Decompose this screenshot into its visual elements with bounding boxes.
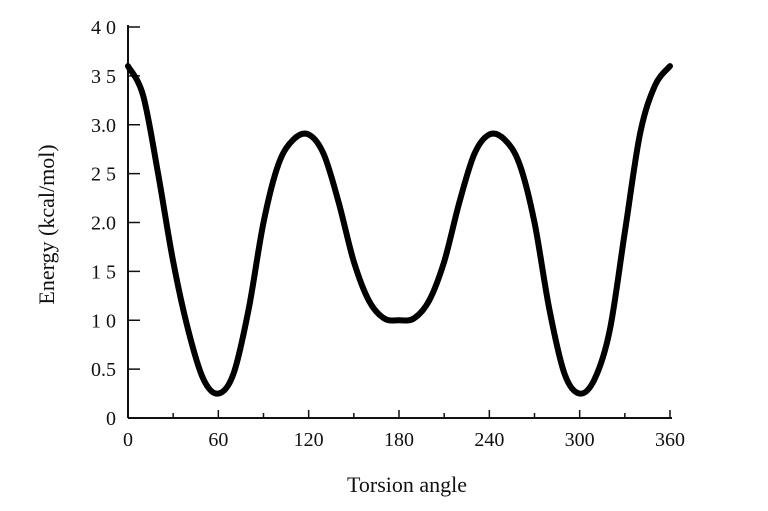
y-tick-label: 1 5 — [91, 261, 116, 283]
x-tick-label: 300 — [565, 429, 595, 451]
x-tick-label: 60 — [208, 429, 228, 451]
y-tick-label: 4 0 — [91, 17, 116, 39]
x-axis-title: Torsion angle — [347, 472, 467, 497]
y-ticks: 0 0.5 1 0 1 5 2.0 2 5 3.0 3 5 4 0 — [91, 17, 140, 430]
axes — [127, 25, 672, 419]
x-tick-label: 180 — [384, 429, 414, 451]
x-tick-label: 360 — [655, 429, 685, 451]
x-tick-label: 240 — [474, 429, 504, 451]
y-axis-title: Energy (kcal/mol) — [34, 144, 59, 304]
x-tick-label: 0 — [123, 429, 133, 451]
x-ticks: 0 60 120 180 240 300 360 — [123, 410, 685, 451]
y-tick-label: 2 5 — [91, 164, 116, 186]
y-tick-label: 0 — [106, 408, 116, 430]
y-tick-label: 2.0 — [91, 213, 116, 235]
series-group — [125, 63, 673, 397]
y-tick-label: 3 5 — [91, 66, 116, 88]
y-tick-label: 0.5 — [91, 359, 116, 381]
y-tick-label: 3.0 — [91, 115, 116, 137]
y-tick-label: 1 0 — [91, 310, 116, 332]
energy-curve-line — [125, 63, 673, 397]
x-tick-label: 120 — [294, 429, 324, 451]
